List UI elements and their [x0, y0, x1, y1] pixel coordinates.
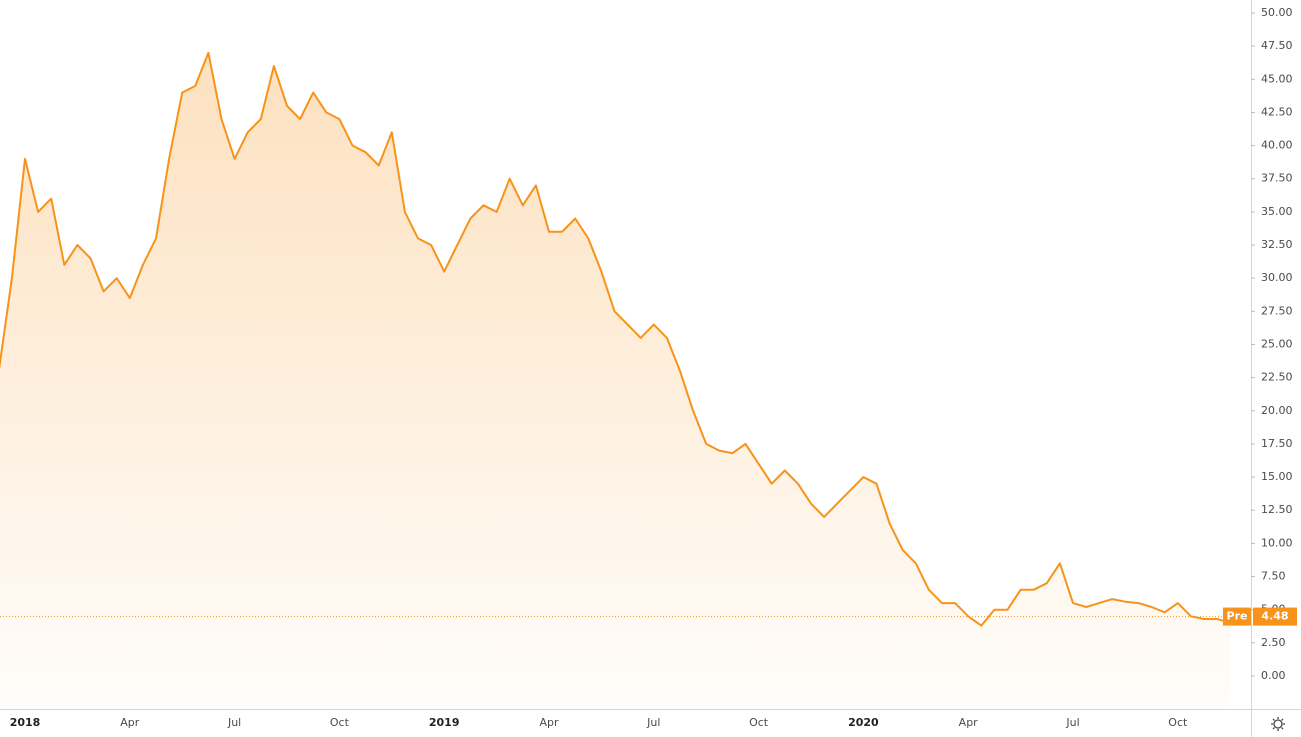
y-tick-label: 40.00: [1261, 139, 1293, 152]
y-tick-label: 2.50: [1261, 636, 1286, 649]
x-tick-label: 2020: [848, 716, 879, 729]
y-tick-label: 15.00: [1261, 470, 1293, 483]
price-line: [0, 51, 1231, 627]
x-tick-label: Jul: [227, 716, 241, 729]
y-tick-label: 10.00: [1261, 536, 1293, 549]
x-tick-label: Apr: [539, 716, 559, 729]
y-tick-label: 50.00: [1261, 6, 1293, 19]
x-tick-label: Oct: [1168, 716, 1188, 729]
y-tick-label: 12.50: [1261, 503, 1293, 516]
pre-market-badge: [1223, 607, 1251, 626]
y-tick-label: 47.50: [1261, 39, 1293, 52]
settings-icon[interactable]: [1271, 717, 1285, 731]
y-tick-label: 25.00: [1261, 337, 1293, 350]
pre-market-label: Pre: [1227, 610, 1248, 623]
y-tick-label: 20.00: [1261, 404, 1293, 417]
x-tick-label: Oct: [749, 716, 769, 729]
y-tick-label: 7.50: [1261, 570, 1286, 583]
y-tick-label: 27.50: [1261, 304, 1293, 317]
x-tick-label: 2019: [429, 716, 460, 729]
y-tick-label: 45.00: [1261, 72, 1293, 85]
pre-market-value: 4.48: [1261, 610, 1288, 623]
area-fill: [0, 52, 1231, 709]
y-tick-label: 37.50: [1261, 172, 1293, 185]
x-tick-label: Jul: [1065, 716, 1079, 729]
pre-market-value-badge: [1253, 607, 1297, 626]
y-tick-label: 35.00: [1261, 205, 1293, 218]
y-tick-label: 42.50: [1261, 105, 1293, 118]
x-tick-label: Apr: [959, 716, 979, 729]
y-tick-label: 30.00: [1261, 271, 1293, 284]
x-tick-label: Apr: [120, 716, 140, 729]
x-tick-label: Oct: [330, 716, 350, 729]
y-tick-label: 17.50: [1261, 437, 1293, 450]
y-tick-label: 0.00: [1261, 669, 1286, 682]
x-tick-label: Jul: [646, 716, 660, 729]
y-tick-label: 22.50: [1261, 371, 1293, 384]
x-tick-label: 2018: [10, 716, 41, 729]
y-tick-label: 32.50: [1261, 238, 1293, 251]
